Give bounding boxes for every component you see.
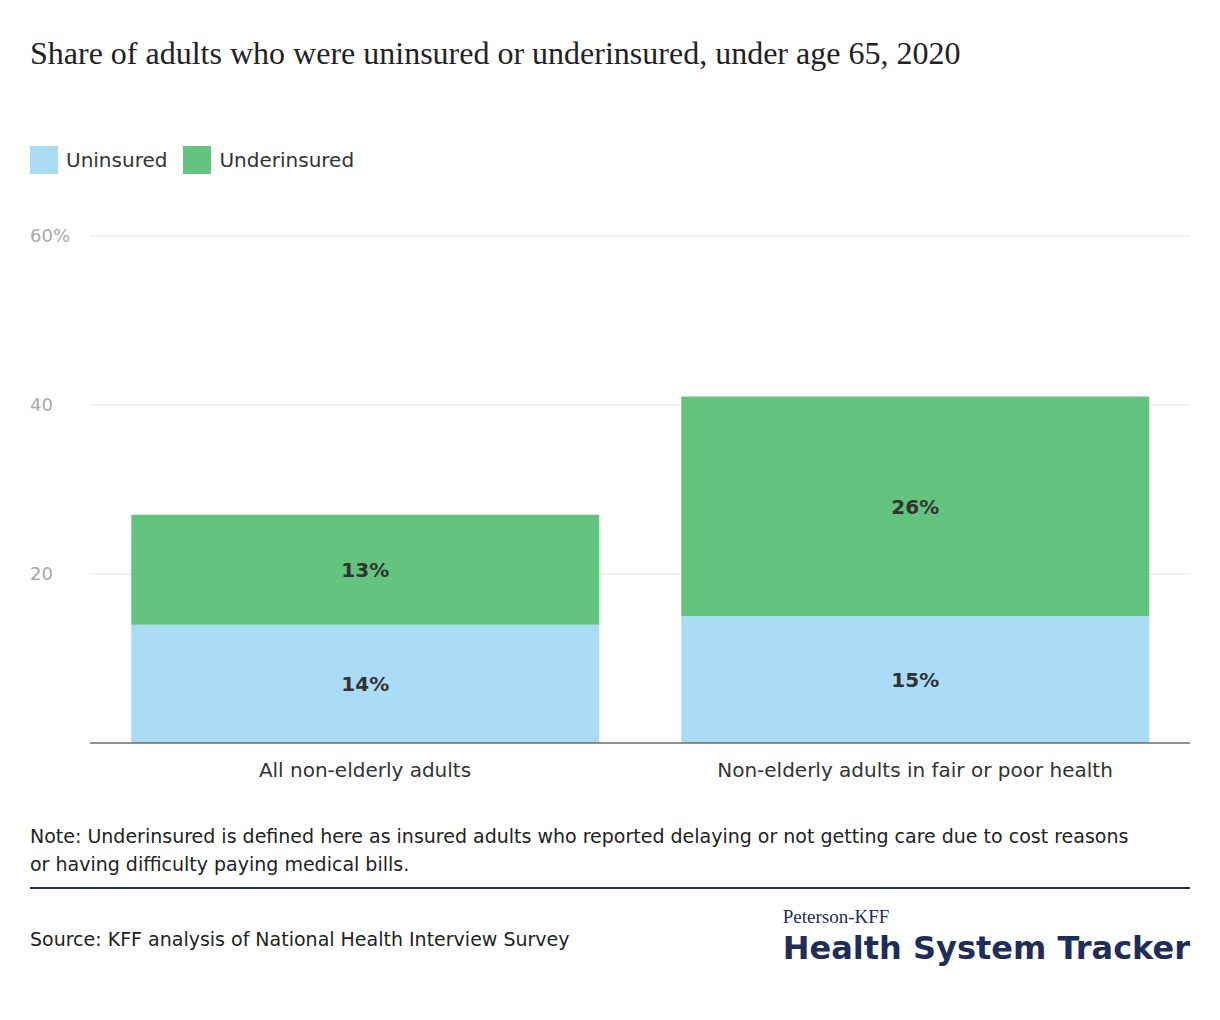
html-text:Share of adults who were unins: Share of adults who were uninsured or un… xyxy=(30,35,961,71)
svg-text:60%: 60% xyxy=(30,225,70,246)
html-text:Uninsured: Uninsured xyxy=(66,148,168,172)
svg-text:Non-elderly adults in fair or: Non-elderly adults in fair or poor healt… xyxy=(717,758,1113,782)
html-text:Health System Tracker: Health System Tracker xyxy=(782,929,1190,967)
svg-text:13%: 13% xyxy=(341,558,389,582)
html-text:Peterson-KFF: Peterson-KFF xyxy=(782,906,890,927)
html-text:Source: KFF analysis of Nation: Source: KFF analysis of National Health … xyxy=(30,928,570,950)
svg-text:20: 20 xyxy=(30,563,53,584)
svg-text:40: 40 xyxy=(30,394,53,415)
svg-text:All non-elderly adults: All non-elderly adults xyxy=(259,758,471,782)
html-text:Note: Underinsured is defined: Note: Underinsured is defined here as in… xyxy=(30,825,1129,875)
svg-text:14%: 14% xyxy=(341,672,389,696)
svg-text:15%: 15% xyxy=(891,668,939,692)
html-text:Underinsured: Underinsured xyxy=(219,148,355,172)
svg-text:26%: 26% xyxy=(891,495,939,519)
